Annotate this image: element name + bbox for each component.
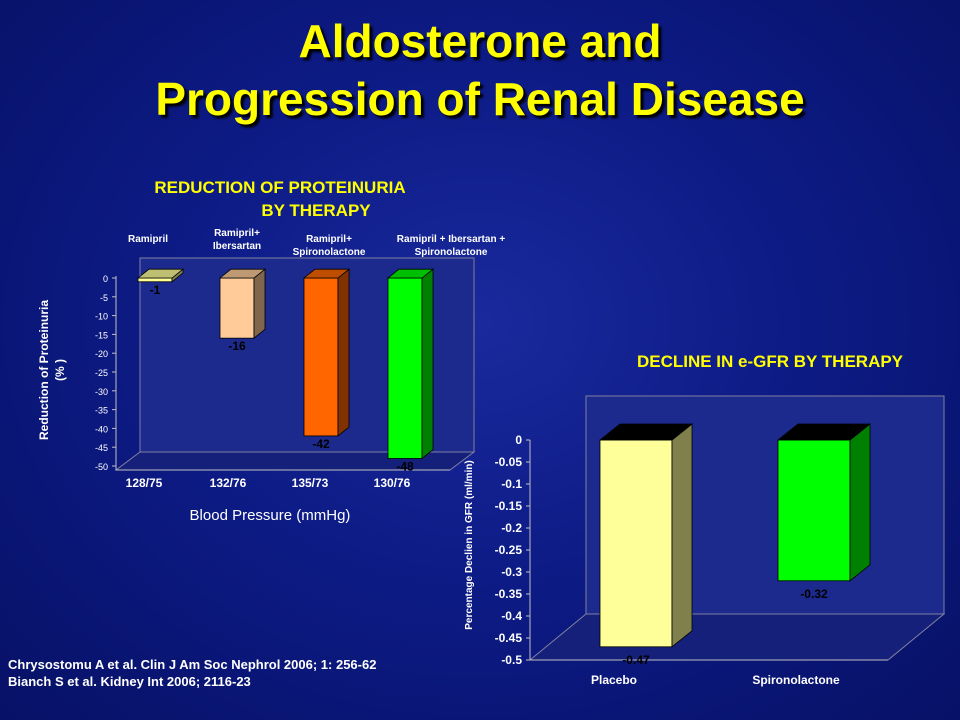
egfr-bar-top <box>598 423 694 441</box>
proteinuria-bar-side <box>337 268 350 437</box>
egfr-bar-top <box>776 423 872 441</box>
egfr-y-tick-label: -0.4 <box>501 609 522 623</box>
proteinuria-y-tick-label: -10 <box>95 312 108 322</box>
proteinuria-bar-side <box>421 268 434 460</box>
slide-title-line1: Aldosterone and <box>298 15 662 67</box>
proteinuria-bar-front <box>303 277 339 437</box>
proteinuria-data-label: -1 <box>150 283 161 297</box>
proteinuria-x-axis-title: Blood Pressure (mmHg) <box>190 507 351 524</box>
egfr-y-tick-label: -0.1 <box>501 477 522 491</box>
slide-title-line2: Progression of Renal Disease <box>155 73 805 125</box>
proteinuria-y-tick-label: -25 <box>95 368 108 378</box>
egfr-bar-side <box>671 423 693 648</box>
egfr-data-label: -0.32 <box>800 587 828 601</box>
proteinuria-category-label: 130/76 <box>374 476 411 490</box>
proteinuria-chart-title-line1: REDUCTION OF PROTEINURIA <box>154 178 405 197</box>
egfr-y-tick-label: -0.3 <box>501 565 522 579</box>
proteinuria-data-label: -16 <box>228 339 246 353</box>
egfr-y-ticks: 0 -0.05 -0.1 -0.15 -0.2 -0.25 -0.3 -0.35 -0.4 -0.… <box>495 433 530 667</box>
proteinuria-data-label: -42 <box>312 437 330 451</box>
proteinuria-bar-top <box>218 268 267 279</box>
egfr-bar-front <box>777 439 851 582</box>
proteinuria-bar-top <box>386 268 435 279</box>
proteinuria-bar-top <box>136 268 185 279</box>
proteinuria-chart-title-line2: BY THERAPY <box>261 201 371 220</box>
proteinuria-y-tick-label: -35 <box>95 406 108 416</box>
proteinuria-y-axis-title-line2: (% ) <box>53 359 67 381</box>
proteinuria-y-tick-label: -50 <box>95 462 108 472</box>
egfr-category-label: Placebo <box>591 673 637 687</box>
proteinuria-chart: REDUCTION OF PROTEINURIA BY THERAPY Bloo… <box>37 178 505 524</box>
egfr-chart-title: DECLINE IN e-GFR BY THERAPY <box>637 352 904 371</box>
egfr-y-tick-label: -0.45 <box>495 631 523 645</box>
proteinuria-data-label: -48 <box>396 459 414 473</box>
proteinuria-y-tick-label: -20 <box>95 349 108 359</box>
egfr-y-tick-label: -0.5 <box>501 653 522 667</box>
therapy-label: Ramipril <box>128 234 168 245</box>
proteinuria-bar-top <box>302 268 351 279</box>
proteinuria-category-label: 132/76 <box>210 476 247 490</box>
proteinuria-bar-front <box>387 277 423 459</box>
proteinuria-y-ticks: 0 -5 -10 -15 -20 -25 -30 -35 -40 -45 -50 <box>95 274 116 472</box>
citations: Chrysostomu A et al. Clin J Am Soc Nephr… <box>8 656 376 690</box>
proteinuria-y-tick-label: -15 <box>95 330 108 340</box>
egfr-text-marks: -0.47 Placebo -0.32 Spironolactone <box>591 587 840 687</box>
egfr-bars <box>598 423 872 648</box>
therapy-label: Ibersartan <box>213 241 261 252</box>
egfr-y-tick-label: 0 <box>515 433 522 447</box>
slide-title: Aldosterone and Progression of Renal Dis… <box>0 12 960 128</box>
proteinuria-y-tick-label: -5 <box>100 293 108 303</box>
therapy-label: Ramipril+ <box>306 234 352 245</box>
egfr-data-label: -0.47 <box>622 653 650 667</box>
proteinuria-y-tick-label: 0 <box>103 274 108 284</box>
proteinuria-y-tick-label: -40 <box>95 424 108 434</box>
proteinuria-y-axis-title-line1: Reduction of Proteinuria <box>37 300 51 440</box>
egfr-chart: DECLINE IN e-GFR BY THERAPY Percentage D… <box>464 352 946 687</box>
therapy-label: Spironolactone <box>415 247 488 258</box>
egfr-category-label: Spironolactone <box>752 673 840 687</box>
egfr-y-axis-title: Percentage Declien in GFR (ml/min) <box>464 460 475 629</box>
proteinuria-bar-front <box>137 277 173 283</box>
proteinuria-category-label: 128/75 <box>126 476 163 490</box>
citation-line2: Bianch S et al. Kidney Int 2006; 2116-23 <box>8 674 251 689</box>
proteinuria-bar-side <box>253 268 266 339</box>
citation-line1: Chrysostomu A et al. Clin J Am Soc Nephr… <box>8 657 377 672</box>
egfr-y-tick-label: -0.25 <box>495 543 523 557</box>
proteinuria-text-marks: -1 128/75 Ramipril -16 132/76 Ramipril+ Ibersa… <box>126 228 506 490</box>
egfr-y-tick-label: -0.05 <box>495 455 523 469</box>
proteinuria-y-tick-label: -30 <box>95 387 108 397</box>
egfr-plot-floor <box>528 613 946 661</box>
therapy-label: Spironolactone <box>293 247 366 258</box>
proteinuria-bars <box>136 268 435 460</box>
therapy-label: Ramipril + Ibersartan + <box>397 234 506 245</box>
proteinuria-category-label: 135/73 <box>292 476 329 490</box>
egfr-bar-front <box>599 439 673 648</box>
proteinuria-y-tick-label: -45 <box>95 443 108 453</box>
egfr-bar-side <box>849 423 871 582</box>
therapy-label: Ramipril+ <box>214 228 260 239</box>
egfr-y-tick-label: -0.35 <box>495 587 523 601</box>
egfr-y-tick-label: -0.15 <box>495 499 523 513</box>
proteinuria-bar-front <box>219 277 255 339</box>
egfr-y-tick-label: -0.2 <box>501 521 522 535</box>
